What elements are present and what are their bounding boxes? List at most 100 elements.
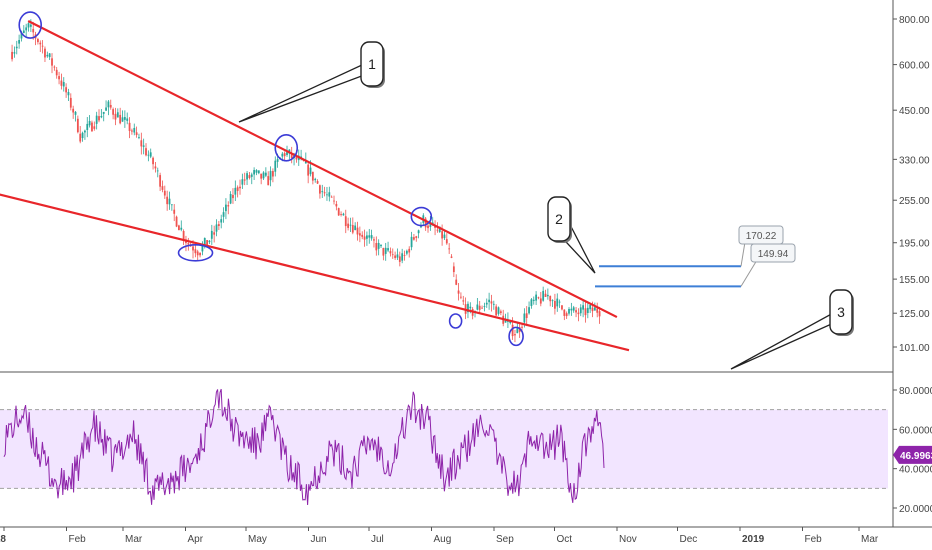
candle [112,109,115,115]
candle [546,294,549,297]
candle [528,307,530,314]
price-tick-label: 155.00 [899,275,930,286]
candle [232,194,234,199]
touch-circle[interactable] [508,326,524,347]
candle [116,112,119,118]
candle [373,239,375,241]
candle [88,120,91,126]
candle [485,302,488,305]
rsi-axis-ticks: 80.0000 60.0000 40.0000 20.0000 [893,386,932,515]
candle [272,171,274,177]
target-lines: 170.22 149.94 [595,225,796,288]
price-label-leader [740,259,758,287]
candle [86,123,89,130]
candle [276,159,279,162]
candle [568,308,570,314]
candle [586,307,589,313]
candle [168,198,171,205]
candle [239,186,241,189]
candle [554,300,556,309]
candle [495,306,498,316]
candle [579,307,582,314]
candle [476,304,479,310]
candle [60,80,63,86]
price-tick-label: 101.00 [899,343,930,354]
candle [46,54,49,57]
candle [340,214,342,215]
time-tick-label: May [248,534,267,545]
candle [351,225,354,233]
candle [55,69,58,76]
candle [370,235,373,239]
candle [490,301,493,304]
candle [420,225,422,228]
candle [199,252,201,256]
candle [556,298,559,307]
candle [450,256,453,258]
candle [572,307,575,311]
candle [95,115,98,124]
candle [170,204,173,206]
candle [445,239,448,244]
rsi-tick-label: 20.0000 [899,504,932,515]
candle [335,203,338,207]
touch-circle[interactable] [448,313,463,329]
time-tick-label: Jul [371,534,384,545]
rsi-line[interactable] [3,388,605,506]
candle [563,309,566,316]
callout-1[interactable]: 1 [238,41,385,123]
candle [107,101,110,108]
candle [98,116,100,121]
candle [217,224,220,227]
candle [213,232,216,235]
time-tick-label: 2018 [0,534,6,545]
touch-circle[interactable] [274,133,299,162]
candle [206,240,209,245]
candle [342,213,345,216]
candle [561,305,563,310]
candle [443,234,446,239]
candle [582,305,585,310]
candle [241,179,244,185]
candle [250,174,253,177]
candle [166,196,169,205]
candle [175,216,178,227]
candle [163,190,166,196]
candle [53,66,56,68]
trendline-upper[interactable] [27,20,618,319]
time-tick-label: Mar [861,534,879,545]
rsi-current-label: 46.9963 [900,451,932,462]
candle [584,308,587,316]
touch-circle[interactable] [410,206,433,227]
candle [389,251,392,254]
candle [530,299,533,306]
callout-box [547,196,571,242]
callout-2[interactable]: 2 [547,196,596,274]
candle [384,247,387,254]
candle [467,303,469,313]
candle [255,170,258,173]
touch-circle[interactable] [177,243,214,262]
callout-3[interactable]: 3 [730,289,854,370]
touch-circle[interactable] [18,11,43,39]
candle [441,231,444,239]
candle [333,200,335,202]
candle [201,245,204,252]
candle [290,153,293,158]
candle [598,311,601,317]
candle [424,218,427,228]
trendline-lower[interactable] [0,193,630,352]
candle [67,92,70,96]
candle [349,224,352,226]
candle [363,236,366,240]
candle [25,27,28,31]
candle [105,107,107,111]
candle [152,157,154,165]
candle [387,248,389,251]
candle [11,51,13,60]
candle [521,326,523,328]
candle [246,173,248,180]
candle [354,225,357,231]
candle [20,32,23,39]
